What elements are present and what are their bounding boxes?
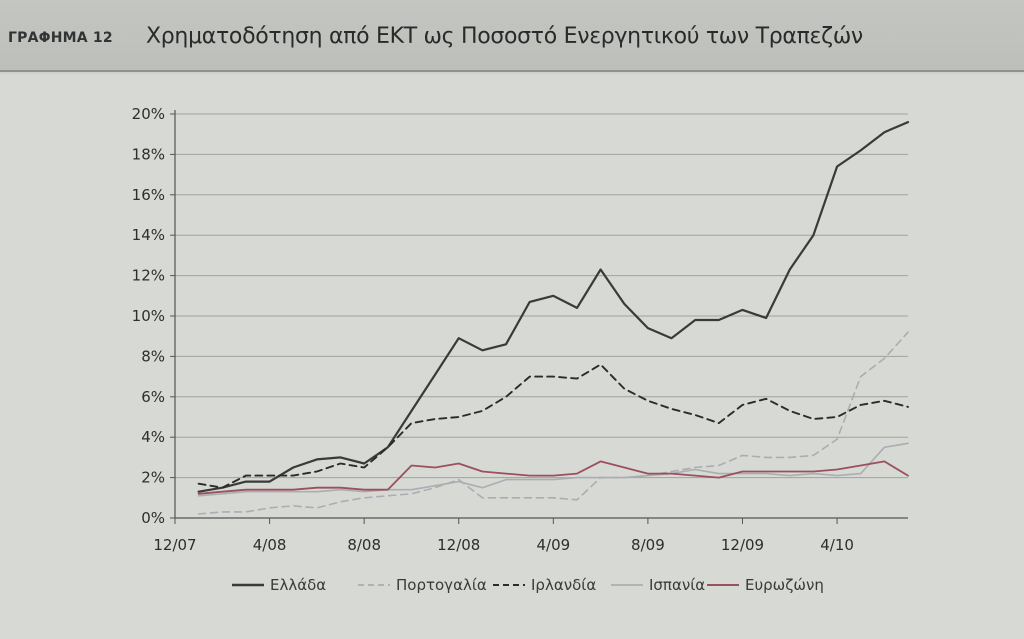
y-tick-label-10: 20% — [132, 105, 165, 123]
x-tick-label-0: 12/07 — [153, 536, 196, 554]
plot-area: 0% 2% 4% 6% 8% 10% 12% 14% 16% 18% 20% 12/07 4/08 8/… — [0, 74, 1024, 639]
legend-label-3: Ισπανία — [649, 576, 705, 594]
y-tick-label-1: 2% — [141, 469, 165, 487]
series-line-3 — [197, 442, 909, 497]
x-tick-label-5: 8/09 — [631, 536, 665, 554]
y-tick-label-7: 14% — [132, 226, 165, 244]
y-tick-label-9: 18% — [132, 145, 165, 163]
x-tick-label-2: 8/08 — [347, 536, 381, 554]
gridlines — [175, 113, 908, 479]
series-lines — [197, 120, 910, 515]
y-tick-label-6: 12% — [132, 267, 165, 285]
y-tick-label-5: 10% — [132, 307, 165, 325]
line-chart: 0% 2% 4% 6% 8% 10% 12% 14% 16% 18% 20% 12/07 4/08 8/… — [132, 105, 910, 594]
y-tick-label-3: 6% — [141, 388, 165, 406]
legend-label-1: Πορτογαλία — [396, 576, 487, 594]
x-tick-label-3: 12/08 — [437, 536, 480, 554]
series-line-2 — [197, 363, 909, 489]
series-line-1 — [197, 331, 909, 515]
legend-label-4: Ευρωζώνη — [745, 576, 824, 594]
series-line-4 — [197, 460, 909, 495]
y-tick-label-0: 0% — [141, 509, 165, 527]
axes — [174, 110, 908, 519]
y-tick-label-8: 16% — [132, 186, 165, 204]
legend: Ελλάδα Πορτογαλία Ιρλανδία Ισπανία Ευρωζώνη — [232, 576, 824, 594]
x-tick-label-1: 4/08 — [253, 536, 287, 554]
chart-title: Χρηματοδότηση από ΕΚΤ ως Ποσοστό Ενεργητ… — [146, 24, 863, 49]
y-axis-ticks: 0% 2% 4% 6% 8% 10% 12% 14% 16% 18% 20% — [132, 105, 175, 527]
y-tick-label-4: 8% — [141, 347, 165, 365]
legend-label-2: Ιρλανδία — [531, 576, 596, 594]
series-line-0 — [197, 120, 910, 493]
x-tick-label-7: 4/10 — [820, 536, 854, 554]
figure-label: ΓΡΑΦΗΜΑ 12 — [8, 30, 113, 46]
y-tick-label-2: 4% — [141, 428, 165, 446]
chart-header: ΓΡΑΦΗΜΑ 12 Χρηματοδότηση από ΕΚΤ ως Ποσο… — [0, 0, 1024, 72]
x-tick-label-4: 4/09 — [536, 536, 570, 554]
legend-label-0: Ελλάδα — [270, 576, 326, 594]
x-axis-ticks: 12/07 4/08 8/08 12/08 4/09 8/09 12/09 4/10 — [153, 518, 854, 554]
x-tick-label-6: 12/09 — [721, 536, 764, 554]
